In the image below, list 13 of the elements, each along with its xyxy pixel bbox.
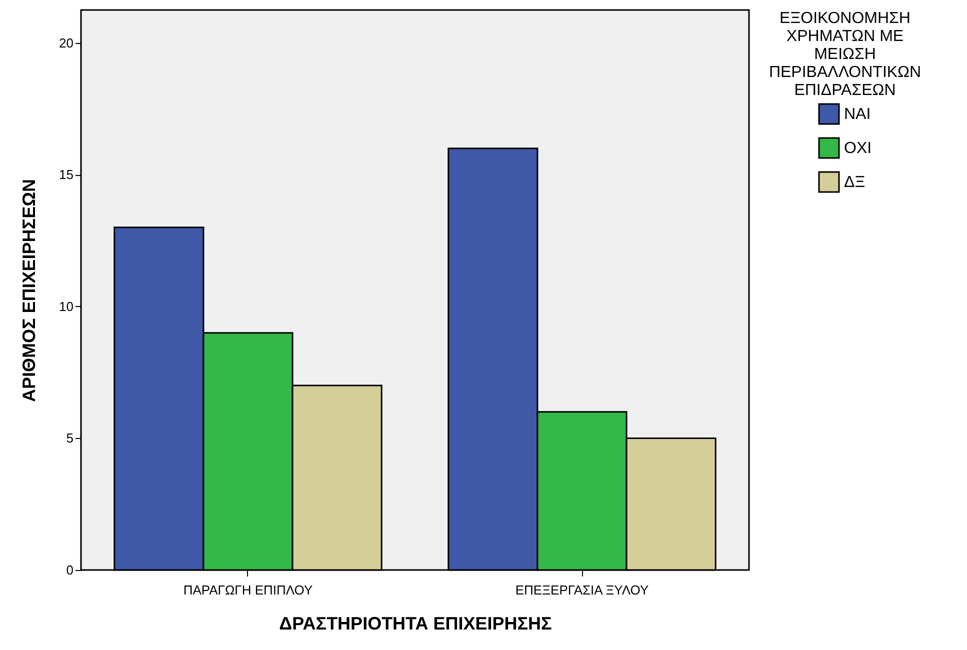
y-tick-label: 15 [59, 167, 74, 182]
x-axis-title: ΔΡΑΣΤΗΡΙΟΤΗΤΑ ΕΠΙΧΕΙΡΗΣΗΣ [279, 614, 552, 634]
y-tick-label: 10 [59, 298, 74, 314]
legend-label: ΝΑΙ [844, 106, 871, 123]
y-tick-label: 20 [59, 35, 74, 50]
y-tick-label: 5 [66, 430, 74, 446]
x-tick-label: ΕΠΕΞΕΡΓΑΣΙΑ ΞΥΛΟΥ [515, 582, 649, 598]
legend-label: ΔΞ [844, 174, 866, 191]
legend-label: ΟΧΙ [844, 140, 872, 157]
y-tick-label: 0 [66, 562, 74, 578]
y-axis-title: ΑΡΙΘΜΟΣ ΕΠΙΧΕΙΡΗΣΕΩΝ [19, 178, 40, 402]
legend-title: ΕΞΟΙΚΟΝΟΜΗΣΗ ΧΡΗΜΑΤΩΝ ΜΕ ΜΕΙΩΣΗ ΠΕΡΙΒΑΛΛΟΝΤΙΚΩΝ ΕΠΙΔΡΑΣΕΩΝ [768, 10, 922, 99]
x-tick-label: ΠΑΡΑΓΩΓΗ ΕΠΙΠΛΟΥ [183, 582, 313, 598]
